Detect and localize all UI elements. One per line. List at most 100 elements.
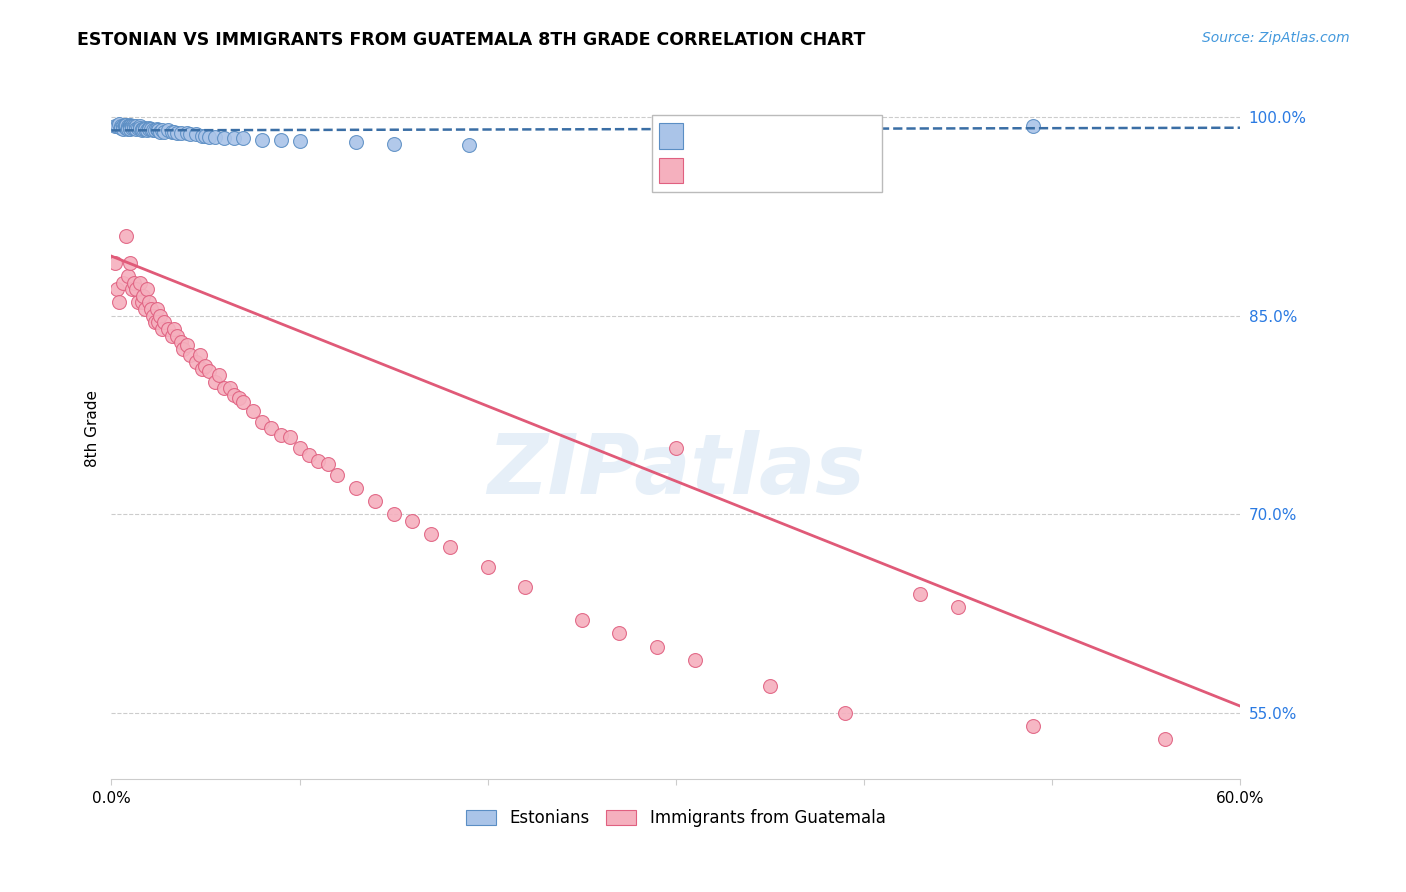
Point bbox=[122, 120, 145, 135]
Point bbox=[128, 120, 150, 135]
Point bbox=[184, 128, 207, 142]
FancyBboxPatch shape bbox=[652, 115, 882, 192]
Point bbox=[179, 348, 201, 362]
Point bbox=[127, 295, 149, 310]
Point bbox=[120, 120, 142, 135]
Point bbox=[1022, 719, 1045, 733]
Point bbox=[242, 404, 264, 418]
Point bbox=[156, 322, 179, 336]
Point bbox=[104, 256, 127, 270]
Text: 0.027: 0.027 bbox=[734, 128, 782, 144]
Point bbox=[420, 527, 443, 541]
Point bbox=[288, 134, 311, 148]
Point bbox=[316, 457, 339, 471]
Point bbox=[120, 120, 142, 134]
Y-axis label: 8th Grade: 8th Grade bbox=[86, 390, 100, 467]
Text: 68: 68 bbox=[823, 128, 845, 144]
Text: N =: N = bbox=[786, 128, 820, 144]
Point bbox=[131, 123, 153, 137]
Point bbox=[204, 375, 226, 389]
Point bbox=[108, 117, 131, 131]
Point bbox=[188, 348, 211, 362]
Point bbox=[250, 133, 273, 147]
Point bbox=[115, 120, 138, 135]
Point bbox=[198, 130, 221, 145]
Point bbox=[110, 120, 132, 134]
Point bbox=[439, 541, 461, 555]
Point bbox=[457, 137, 479, 152]
Point bbox=[138, 122, 160, 136]
Point bbox=[139, 301, 162, 316]
Text: R =: R = bbox=[692, 128, 725, 144]
Point bbox=[326, 467, 349, 482]
Point bbox=[232, 131, 254, 145]
Point bbox=[125, 282, 148, 296]
Point bbox=[160, 328, 183, 343]
Point bbox=[344, 481, 367, 495]
Point bbox=[108, 295, 131, 310]
Point bbox=[121, 282, 143, 296]
Text: ESTONIAN VS IMMIGRANTS FROM GUATEMALA 8TH GRADE CORRELATION CHART: ESTONIAN VS IMMIGRANTS FROM GUATEMALA 8T… bbox=[77, 31, 866, 49]
Point bbox=[198, 364, 221, 378]
Point bbox=[170, 126, 193, 140]
Point bbox=[122, 276, 145, 290]
Point bbox=[117, 120, 139, 134]
Point bbox=[128, 120, 150, 134]
Point bbox=[179, 128, 201, 142]
Point bbox=[250, 415, 273, 429]
Point bbox=[382, 136, 405, 151]
Point bbox=[138, 295, 160, 310]
Point bbox=[214, 131, 236, 145]
Point bbox=[910, 586, 932, 600]
Point bbox=[153, 315, 176, 329]
Point bbox=[125, 122, 148, 136]
Point bbox=[645, 640, 668, 654]
Point bbox=[120, 256, 142, 270]
Point bbox=[132, 122, 155, 136]
Point bbox=[176, 126, 198, 140]
Point bbox=[401, 514, 423, 528]
Point bbox=[683, 653, 706, 667]
Point bbox=[143, 315, 166, 329]
Point bbox=[148, 123, 170, 137]
Point bbox=[132, 289, 155, 303]
Point bbox=[364, 494, 387, 508]
Point bbox=[134, 120, 156, 135]
Point bbox=[166, 328, 188, 343]
Point bbox=[104, 120, 127, 134]
Text: -0.556: -0.556 bbox=[734, 163, 789, 178]
Point bbox=[117, 120, 139, 135]
Point bbox=[1022, 120, 1045, 134]
Point bbox=[834, 706, 856, 720]
Point bbox=[121, 120, 143, 135]
Bar bbox=[659, 123, 682, 149]
Point bbox=[946, 599, 969, 614]
Point bbox=[145, 301, 167, 316]
Point bbox=[122, 120, 145, 134]
Point bbox=[117, 268, 139, 283]
Point bbox=[204, 130, 226, 145]
Point bbox=[142, 123, 165, 137]
Point bbox=[170, 335, 193, 350]
Point bbox=[127, 120, 149, 135]
Point bbox=[149, 309, 172, 323]
Point bbox=[111, 276, 134, 290]
Text: N =: N = bbox=[786, 163, 820, 178]
Point bbox=[190, 128, 212, 143]
Point bbox=[134, 122, 156, 136]
Legend: Estonians, Immigrants from Guatemala: Estonians, Immigrants from Guatemala bbox=[460, 803, 893, 834]
Point bbox=[145, 122, 167, 136]
Text: R =: R = bbox=[692, 163, 725, 178]
Point bbox=[120, 120, 142, 135]
Point bbox=[120, 120, 142, 134]
Point bbox=[134, 301, 156, 316]
Point bbox=[148, 123, 170, 137]
Point bbox=[153, 125, 176, 139]
Point bbox=[111, 120, 134, 134]
Point bbox=[515, 580, 537, 594]
Point bbox=[270, 133, 292, 147]
Point bbox=[382, 507, 405, 521]
Point bbox=[138, 120, 160, 135]
Point bbox=[114, 120, 136, 134]
Point bbox=[477, 560, 499, 574]
